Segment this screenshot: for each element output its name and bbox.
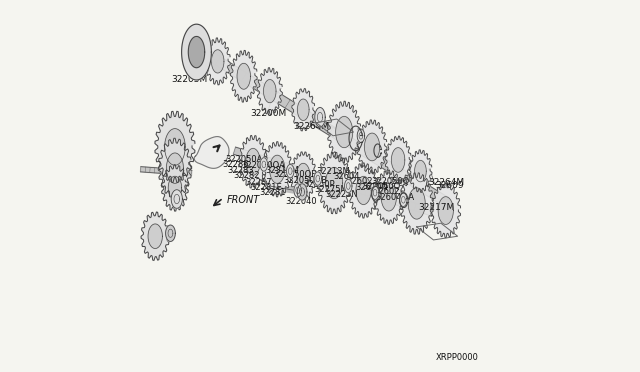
Polygon shape	[287, 164, 294, 178]
Polygon shape	[189, 41, 447, 205]
Polygon shape	[381, 183, 396, 211]
Polygon shape	[141, 212, 170, 260]
Polygon shape	[294, 184, 301, 197]
Text: 32604+A: 32604+A	[375, 193, 414, 202]
Text: 32217M: 32217M	[419, 203, 454, 212]
Polygon shape	[317, 152, 351, 214]
Text: 322050QB: 322050QB	[283, 176, 327, 185]
Polygon shape	[182, 24, 211, 80]
Polygon shape	[155, 111, 195, 183]
Polygon shape	[326, 167, 342, 199]
Polygon shape	[371, 186, 379, 199]
Text: FRONT: FRONT	[227, 195, 259, 205]
Polygon shape	[166, 153, 184, 183]
Polygon shape	[385, 136, 411, 184]
Text: 32281: 32281	[259, 188, 285, 197]
Polygon shape	[168, 176, 182, 199]
Text: 32604: 32604	[333, 172, 360, 181]
Text: 32602: 32602	[373, 187, 399, 196]
Text: 32200M: 32200M	[250, 109, 286, 118]
Polygon shape	[188, 36, 205, 68]
Polygon shape	[230, 50, 257, 102]
Polygon shape	[392, 148, 405, 172]
Polygon shape	[328, 101, 361, 163]
Polygon shape	[408, 188, 425, 219]
Text: 32282: 32282	[233, 171, 260, 180]
Polygon shape	[262, 142, 292, 197]
Polygon shape	[158, 138, 191, 198]
Polygon shape	[298, 184, 307, 200]
Polygon shape	[164, 129, 185, 165]
Polygon shape	[400, 173, 433, 234]
Text: 322050A: 322050A	[225, 155, 262, 164]
Polygon shape	[399, 193, 407, 206]
Polygon shape	[357, 120, 387, 174]
Polygon shape	[438, 197, 453, 224]
Polygon shape	[314, 172, 321, 185]
Polygon shape	[344, 179, 352, 193]
Text: 32213M: 32213M	[316, 167, 350, 176]
Text: 322040: 322040	[285, 197, 316, 206]
Text: 32286: 32286	[222, 160, 248, 169]
Text: XRPP0000: XRPP0000	[435, 353, 478, 362]
Polygon shape	[246, 148, 260, 175]
Text: 32225N: 32225N	[325, 190, 358, 199]
Text: 32602: 32602	[346, 177, 373, 186]
Polygon shape	[365, 133, 380, 161]
Polygon shape	[298, 99, 309, 121]
Text: 322050Q: 322050Q	[372, 177, 410, 186]
Text: 32287: 32287	[245, 178, 272, 187]
Polygon shape	[162, 165, 188, 211]
Polygon shape	[336, 116, 353, 148]
Text: 32310M: 32310M	[265, 166, 298, 175]
Polygon shape	[291, 152, 316, 199]
Polygon shape	[172, 190, 182, 208]
Polygon shape	[257, 68, 282, 115]
Text: 32281E: 32281E	[250, 183, 282, 192]
Polygon shape	[260, 158, 268, 171]
Text: 32283: 32283	[227, 166, 254, 174]
Text: 32264M: 32264M	[293, 122, 329, 131]
Polygon shape	[148, 224, 163, 248]
Polygon shape	[349, 163, 378, 218]
Polygon shape	[269, 155, 285, 183]
Text: 32264M: 32264M	[428, 178, 465, 187]
Text: 322050Q: 322050Q	[363, 182, 401, 191]
Polygon shape	[264, 80, 276, 103]
Polygon shape	[356, 176, 371, 205]
Text: 32350P: 32350P	[303, 180, 335, 189]
Polygon shape	[292, 89, 315, 131]
Polygon shape	[431, 183, 461, 238]
Polygon shape	[234, 147, 433, 216]
Polygon shape	[205, 38, 230, 85]
Polygon shape	[166, 225, 175, 241]
Text: 32609: 32609	[435, 181, 464, 190]
Polygon shape	[296, 163, 310, 188]
Text: 322050QA: 322050QA	[241, 161, 285, 170]
Text: 32203M: 32203M	[171, 76, 207, 84]
Polygon shape	[237, 63, 250, 89]
Polygon shape	[194, 137, 229, 169]
Text: 32275M: 32275M	[315, 185, 348, 194]
Polygon shape	[357, 129, 365, 142]
Polygon shape	[239, 135, 267, 188]
Polygon shape	[315, 108, 325, 127]
Polygon shape	[211, 50, 224, 73]
Polygon shape	[415, 160, 426, 182]
Polygon shape	[374, 170, 404, 224]
Text: 32610N: 32610N	[356, 183, 388, 192]
Polygon shape	[409, 150, 432, 192]
Polygon shape	[141, 167, 192, 176]
Text: 322050QB: 322050QB	[274, 170, 318, 179]
